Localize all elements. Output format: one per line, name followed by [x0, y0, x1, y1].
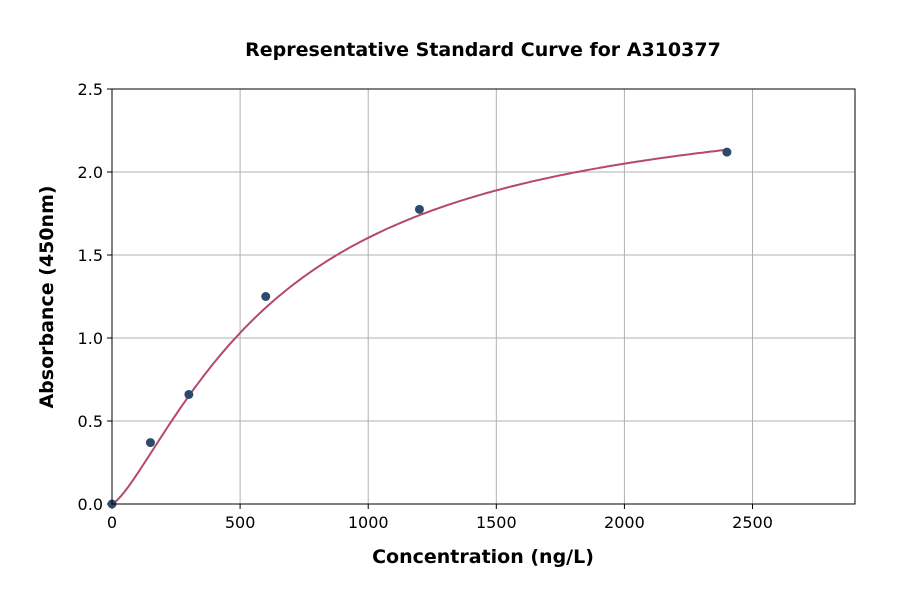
y-tick-label: 2.5 — [78, 80, 103, 99]
data-point — [261, 292, 271, 301]
data-point — [145, 438, 155, 448]
x-tick-label: 2500 — [732, 513, 773, 532]
data-point — [414, 204, 424, 214]
chart-title: Representative Standard Curve for A31037… — [245, 39, 721, 61]
data-point — [184, 389, 194, 399]
data-point — [722, 147, 732, 157]
x-tick-label: 0 — [107, 513, 117, 532]
x-tick-label: 1500 — [476, 513, 517, 532]
plot-frame — [111, 88, 856, 505]
y-tick-label: 0.0 — [78, 495, 103, 514]
x-tick-label: 1000 — [348, 513, 389, 532]
y-tick-label: 1.5 — [78, 246, 103, 265]
y-tick-label: 1.0 — [78, 329, 103, 348]
x-tick-label: 500 — [225, 513, 256, 532]
x-tick-label: 2000 — [604, 513, 645, 532]
y-tick-label: 2.0 — [78, 163, 103, 182]
y-tick-label: 0.5 — [78, 412, 103, 431]
x-axis-label: Concentration (ng/L) — [372, 546, 594, 568]
fit-curve — [111, 148, 728, 505]
y-axis-label: Absorbance (450nm) — [36, 185, 58, 408]
